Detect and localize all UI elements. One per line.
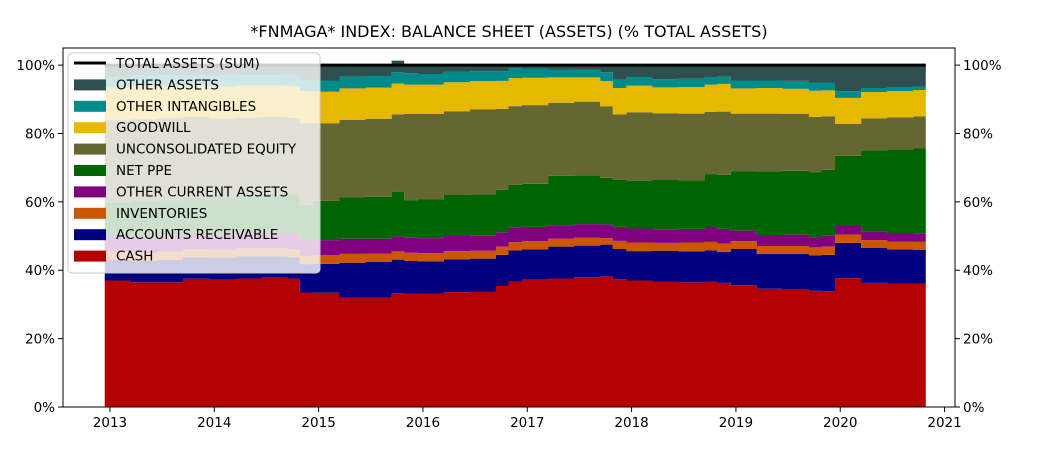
- y-tick-label-left: 60%: [25, 195, 55, 211]
- legend-swatch-net-ppe: [74, 165, 106, 176]
- x-tick-label: 2020: [823, 415, 857, 431]
- y-tick-label-left: 20%: [25, 332, 55, 348]
- legend: TOTAL ASSETS (SUM) OTHER ASSETS OTHER INTA…: [67, 52, 321, 274]
- y-tick-label-right: 20%: [963, 332, 993, 348]
- legend-swatch-cash: [74, 250, 106, 262]
- legend-swatch-inventories: [74, 207, 106, 219]
- legend-swatch-unconsolidated-equity: [74, 143, 106, 155]
- x-tick-label: 2013: [93, 415, 127, 431]
- y-tick-label-left: 0%: [34, 400, 56, 416]
- x-tick-label: 2019: [719, 415, 753, 431]
- legend-label-goodwill: GOODWILL: [116, 120, 191, 136]
- legend-swatch-accounts-receivable: [74, 229, 106, 241]
- x-tick-label: 2018: [614, 415, 648, 431]
- legend-swatch-other-current-assets: [74, 186, 106, 198]
- legend-label-total-assets-sum: TOTAL ASSETS (SUM): [115, 56, 260, 72]
- legend-label-inventories: INVENTORIES: [116, 206, 207, 222]
- legend-label-other-intangibles: OTHER INTANGIBLES: [116, 99, 256, 115]
- legend-swatch-other-intangibles: [74, 100, 106, 112]
- legend-label-net-ppe: NET PPE: [116, 163, 172, 179]
- legend-label-cash: CASH: [116, 249, 153, 265]
- area-accounts-receivable: [104, 242, 926, 298]
- x-tick-label: 2017: [510, 415, 544, 431]
- x-tick-label: 2015: [301, 415, 335, 431]
- legend-label-other-current-assets: OTHER CURRENT ASSETS: [116, 184, 288, 200]
- plot-frame: [62, 47, 956, 408]
- legend-label-unconsolidated-equity: UNCONSOLIDATED EQUITY: [116, 142, 297, 158]
- y-tick-label-left: 40%: [25, 263, 55, 279]
- y-tick-label-right: 40%: [963, 263, 993, 279]
- legend-label-accounts-receivable: ACCOUNTS RECEIVABLE: [116, 227, 278, 243]
- y-tick-label-right: 60%: [963, 195, 993, 211]
- y-tick-label-left: 80%: [25, 126, 55, 142]
- y-tick-label-right: 0%: [963, 400, 985, 416]
- y-tick-label-right: 100%: [963, 58, 1002, 74]
- area-cash: [104, 276, 926, 407]
- y-tick-label-left: 100%: [16, 58, 55, 74]
- legend-box: [67, 52, 321, 274]
- y-tick-label-right: 80%: [963, 126, 993, 142]
- x-tick-label: 2016: [406, 415, 440, 431]
- legend-swatch-other-assets: [74, 79, 106, 91]
- x-tick-label: 2021: [927, 415, 961, 431]
- legend-swatch-goodwill: [74, 122, 106, 134]
- x-tick-label: 2014: [197, 415, 231, 431]
- chart-title: *FNMAGA* INDEX: BALANCE SHEET (ASSETS) (…: [250, 22, 767, 41]
- legend-label-other-assets: OTHER ASSETS: [116, 77, 219, 93]
